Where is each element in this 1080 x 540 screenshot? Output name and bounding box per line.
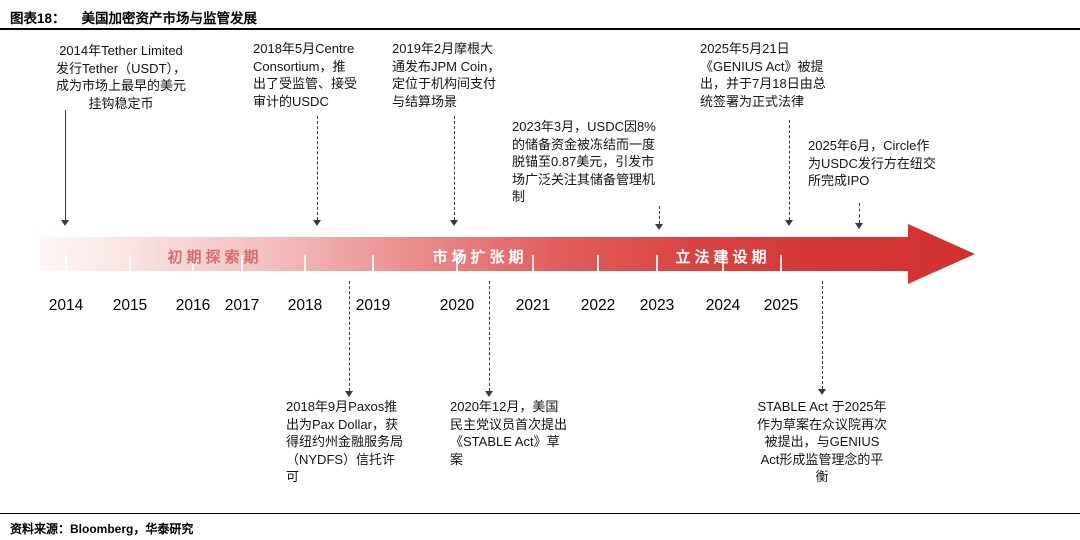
timeline-arrow	[40, 224, 975, 284]
connector-jpm-coin-2019	[450, 116, 458, 226]
arrow-down-icon	[345, 391, 353, 397]
arrow-down-icon	[785, 220, 793, 226]
annotation-tether-2014: 2014年Tether Limited 发行Tether（USDT）， 成为市场…	[55, 43, 187, 111]
figure-header: 图表18： 美国加密资产市场与监管发展	[0, 0, 1080, 30]
year-label: 2024	[705, 297, 741, 314]
connector-stable-act-2020	[485, 281, 493, 397]
arrow-down-icon	[450, 220, 458, 226]
year-label: 2016	[175, 297, 211, 314]
connector-tether-2014	[61, 110, 69, 226]
connector-stable-act-2025	[818, 281, 826, 395]
page-title: 美国加密资产市场与监管发展	[81, 11, 258, 26]
phase-label-market-expansion: 市场扩张期	[432, 249, 528, 266]
figure-number-label: 图表18：	[10, 11, 66, 26]
annotation-usdc-2018: 2018年5月Centre Consortium，推 出了受监管、接受 审计的U…	[253, 41, 358, 109]
connector-usdc-2018	[313, 116, 321, 226]
timeline-tick-marks	[65, 255, 782, 272]
year-label: 2015	[112, 297, 148, 314]
year-label: 2020	[439, 297, 475, 314]
year-label: 2017	[224, 297, 260, 314]
annotation-usdc-depeg-2023: 2023年3月，USDC因8% 的储备资金被冻结而一度 脱锚至0.87美元，引发…	[512, 119, 656, 204]
year-label: 2021	[515, 297, 551, 314]
source-note: 资料来源：Bloomberg，华泰研究	[10, 522, 194, 536]
arrow-down-icon	[655, 224, 663, 230]
arrow-down-icon	[818, 389, 826, 395]
phase-label-early-exploration: 初期探索期	[167, 249, 263, 266]
annotation-stable-act-2025: STABLE Act 于2025年 作为草案在众议院再次 被提出，与GENIUS…	[756, 399, 887, 484]
connector-circle-ipo-2025	[855, 203, 863, 229]
year-label: 2014	[48, 297, 84, 314]
connector-usdc-depeg-2023	[655, 206, 663, 230]
arrow-down-icon	[61, 220, 69, 226]
year-label: 2022	[580, 297, 616, 314]
timeline-arrow-body	[40, 224, 975, 284]
year-label: 2018	[287, 297, 323, 314]
year-label: 2019	[355, 297, 391, 314]
arrow-down-icon	[485, 391, 493, 397]
annotation-circle-ipo-2025: 2025年6月，Circle作 为USDC发行方在纽交 所完成IPO	[808, 138, 936, 188]
annotation-genius-act-2025: 2025年5月21日 《GENIUS Act》被提 出，并于7月18日由总 统签…	[700, 41, 826, 109]
footer-divider	[0, 513, 1080, 514]
connector-paxos-2018	[345, 281, 353, 397]
phase-label-legislation-period: 立法建设期	[675, 249, 771, 266]
year-label: 2023	[639, 297, 675, 314]
annotation-paxos-2018: 2018年9月Paxos推 出为Pax Dollar，获 得纽约州金融服务局 （…	[286, 399, 404, 484]
year-label: 2025	[763, 297, 799, 314]
annotation-jpm-coin-2019: 2019年2月摩根大 通发布JPM Coin， 定位于机构间支付 与结算场景	[392, 41, 501, 109]
annotation-stable-act-2020: 2020年12月，美国 民主党议员首次提出 《STABLE Act》草 案	[450, 399, 568, 467]
arrow-down-icon	[313, 220, 321, 226]
connector-genius-act-2025	[785, 120, 793, 226]
arrow-down-icon	[855, 223, 863, 229]
